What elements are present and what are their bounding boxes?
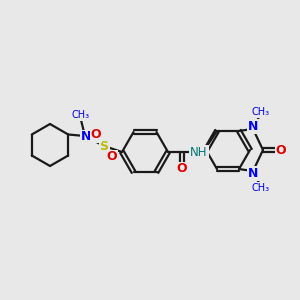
Text: CH₃: CH₃: [252, 183, 270, 193]
Text: NH: NH: [190, 146, 208, 158]
Text: O: O: [107, 151, 117, 164]
Text: O: O: [276, 143, 286, 157]
Text: S: S: [100, 140, 109, 152]
Text: N: N: [81, 130, 91, 143]
Text: CH₃: CH₃: [72, 110, 90, 120]
Text: N: N: [248, 120, 258, 134]
Text: O: O: [91, 128, 101, 142]
Text: N: N: [248, 167, 258, 180]
Text: CH₃: CH₃: [252, 107, 270, 117]
Text: O: O: [177, 163, 187, 176]
